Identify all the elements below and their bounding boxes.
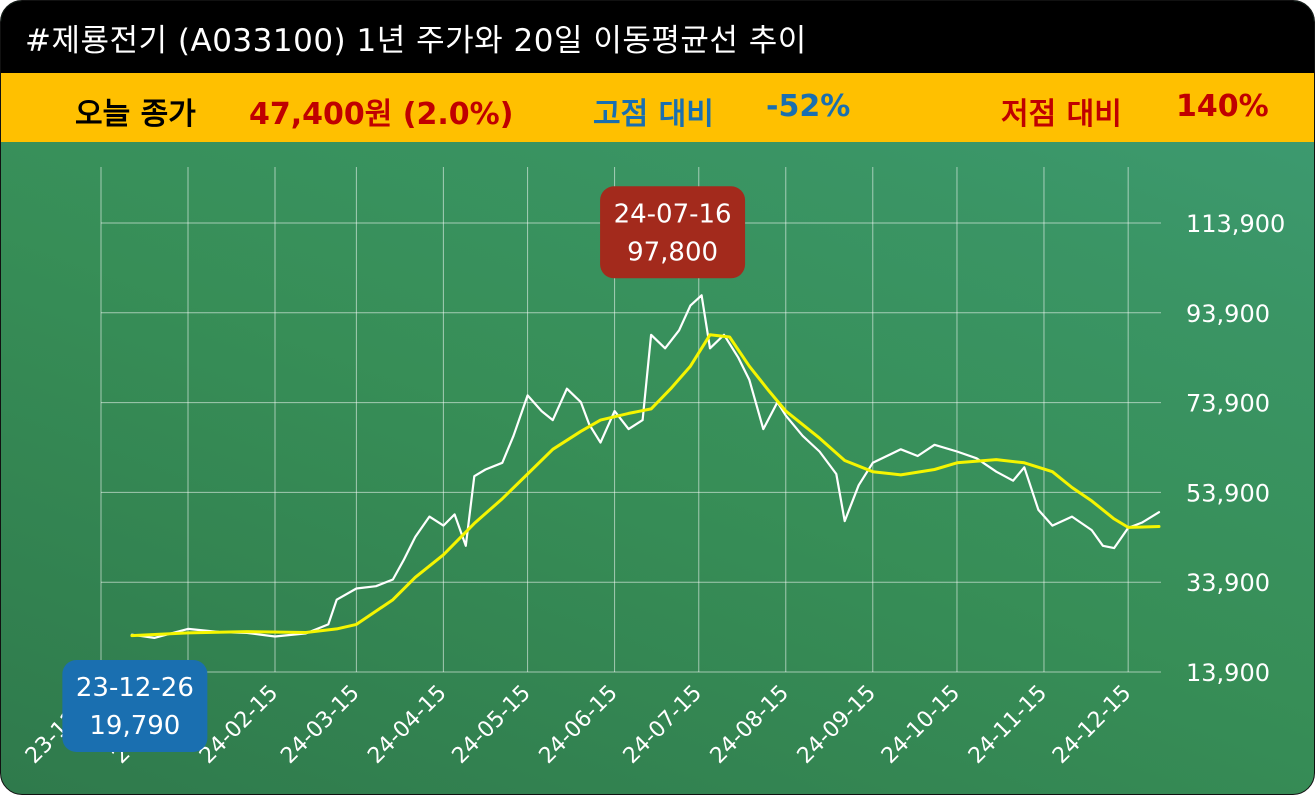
x-tick-label: 24-09-15 bbox=[793, 681, 881, 769]
label-value: 97,800 bbox=[627, 237, 718, 267]
high-compare-label: 고점 대비 bbox=[593, 97, 714, 132]
ma20-line bbox=[130, 333, 1161, 638]
x-tick-label: 24-11-15 bbox=[964, 681, 1052, 769]
y-tick-label: 113,900 bbox=[1186, 210, 1285, 238]
title-bar: #제룡전기 (A033100) 1년 주가와 20일 이동평균선 추이 bbox=[1, 1, 1314, 73]
low-point-label: 23-12-26 19,790 bbox=[62, 660, 208, 752]
close-value: 47,400원 (2.0%) bbox=[249, 97, 514, 132]
high-point-label: 24-07-16 97,800 bbox=[600, 186, 746, 279]
info-bar: 오늘 종가 47,400원 (2.0%) 고점 대비 -52% 저점 대비 14… bbox=[1, 73, 1314, 142]
label-value: 19,790 bbox=[89, 711, 180, 741]
price-line bbox=[130, 294, 1161, 639]
x-tick-label: 24-05-15 bbox=[448, 681, 536, 769]
label-box bbox=[600, 186, 746, 279]
close-label: 오늘 종가 bbox=[75, 97, 196, 132]
x-tick-label: 24-06-15 bbox=[535, 681, 623, 769]
x-tick-label: 24-03-15 bbox=[276, 681, 364, 769]
x-tick-label: 24-02-15 bbox=[195, 681, 283, 769]
y-tick-label: 73,900 bbox=[1186, 390, 1270, 418]
y-tick-label: 33,900 bbox=[1186, 569, 1270, 597]
x-tick-label: 24-10-15 bbox=[877, 681, 965, 769]
y-tick-label: 13,900 bbox=[1186, 659, 1270, 687]
y-tick-label: 53,900 bbox=[1186, 479, 1270, 507]
label-box bbox=[62, 660, 208, 752]
x-tick-label: 24-08-15 bbox=[706, 681, 794, 769]
line-chart: 13,900 33,900 53,900 73,900 93,900 113,900 23-… bbox=[21, 167, 1285, 769]
x-tick-label: 24-12-15 bbox=[1048, 681, 1136, 769]
high-compare-value: -52% bbox=[766, 89, 851, 124]
x-tick-label: 24-07-15 bbox=[619, 681, 707, 769]
y-tick-label: 93,900 bbox=[1186, 300, 1270, 328]
chart-title: #제룡전기 (A033100) 1년 주가와 20일 이동평균선 추이 bbox=[25, 23, 807, 59]
low-compare-value: 140% bbox=[1176, 89, 1269, 124]
x-tick-label: 24-04-15 bbox=[363, 681, 451, 769]
label-date: 23-12-26 bbox=[76, 673, 194, 703]
label-date: 24-07-16 bbox=[614, 199, 732, 229]
low-compare-label: 저점 대비 bbox=[1001, 97, 1122, 132]
